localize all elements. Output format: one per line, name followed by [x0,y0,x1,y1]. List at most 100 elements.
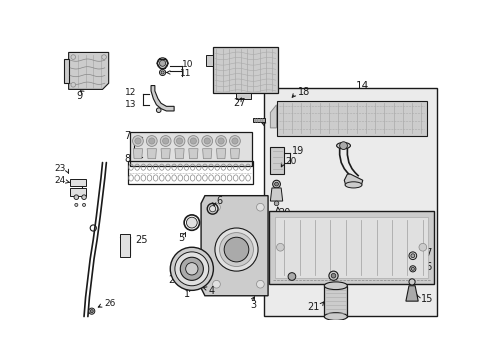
Circle shape [215,228,258,271]
Circle shape [190,138,196,144]
Circle shape [232,138,238,144]
Circle shape [411,254,415,258]
Circle shape [175,252,209,286]
Circle shape [202,136,213,147]
Text: 25: 25 [136,235,148,244]
Text: 23: 23 [54,164,66,173]
Text: 14: 14 [356,81,369,91]
Circle shape [180,269,183,272]
Circle shape [90,310,93,313]
Polygon shape [175,149,184,159]
Polygon shape [120,234,130,257]
Text: 12: 12 [125,88,136,97]
Text: 7: 7 [124,131,130,141]
Circle shape [102,55,106,59]
Circle shape [257,203,264,211]
Circle shape [216,136,226,147]
Text: 26: 26 [105,299,116,308]
Text: 4: 4 [209,286,215,296]
Text: 18: 18 [298,87,310,97]
Polygon shape [269,211,435,284]
Polygon shape [276,101,427,136]
Polygon shape [253,118,265,122]
Circle shape [160,60,166,66]
Text: 20: 20 [278,208,291,217]
Polygon shape [70,188,86,195]
Circle shape [187,217,197,228]
Circle shape [171,247,214,291]
Polygon shape [64,59,69,83]
Circle shape [329,271,338,280]
Circle shape [229,136,240,147]
Polygon shape [270,105,276,128]
Text: 11: 11 [179,69,191,78]
Polygon shape [189,149,198,159]
Circle shape [160,69,166,76]
Circle shape [186,263,198,275]
Text: 5: 5 [178,233,184,243]
Circle shape [174,136,185,147]
Text: 3: 3 [250,300,256,310]
Text: 19: 19 [292,146,304,156]
Circle shape [179,267,185,274]
Ellipse shape [324,282,347,289]
Circle shape [213,280,220,288]
Circle shape [411,267,415,270]
Text: 10: 10 [181,60,193,69]
Text: 6: 6 [217,196,222,206]
Circle shape [75,203,78,206]
Circle shape [257,280,264,288]
Text: 22: 22 [310,267,322,278]
Text: 9: 9 [76,91,82,100]
Circle shape [160,136,171,147]
Polygon shape [206,55,213,66]
Polygon shape [203,149,212,159]
Circle shape [157,58,168,69]
Polygon shape [270,188,283,201]
Polygon shape [236,93,251,99]
Circle shape [276,243,284,251]
Text: 15: 15 [420,294,433,304]
Ellipse shape [345,182,362,188]
Circle shape [135,138,141,144]
Circle shape [204,138,210,144]
Text: 27: 27 [233,98,246,108]
Circle shape [224,237,249,262]
Circle shape [220,233,253,266]
Polygon shape [270,147,284,174]
Polygon shape [406,286,418,301]
Polygon shape [230,149,240,159]
Circle shape [213,203,220,211]
Circle shape [176,138,183,144]
Polygon shape [161,149,171,159]
Circle shape [210,206,216,212]
Polygon shape [70,179,86,186]
Text: 8: 8 [124,154,130,164]
Circle shape [410,266,416,272]
Polygon shape [130,132,252,166]
Circle shape [149,138,155,144]
Polygon shape [275,217,428,278]
Circle shape [82,203,86,206]
Polygon shape [147,149,156,159]
Circle shape [74,195,78,199]
Polygon shape [344,174,363,186]
Polygon shape [213,47,278,93]
Polygon shape [133,149,143,159]
Text: 28: 28 [270,119,282,128]
Circle shape [419,243,427,251]
Text: 2: 2 [169,275,175,285]
Circle shape [71,82,75,87]
Circle shape [409,279,415,285]
Circle shape [340,142,347,149]
Text: 17: 17 [420,248,433,258]
Text: 16: 16 [420,262,433,272]
Ellipse shape [324,313,347,320]
Circle shape [132,136,143,147]
Circle shape [331,274,336,278]
Polygon shape [324,286,347,316]
Circle shape [161,71,164,74]
Circle shape [156,108,161,112]
Circle shape [163,138,169,144]
Circle shape [409,252,416,260]
